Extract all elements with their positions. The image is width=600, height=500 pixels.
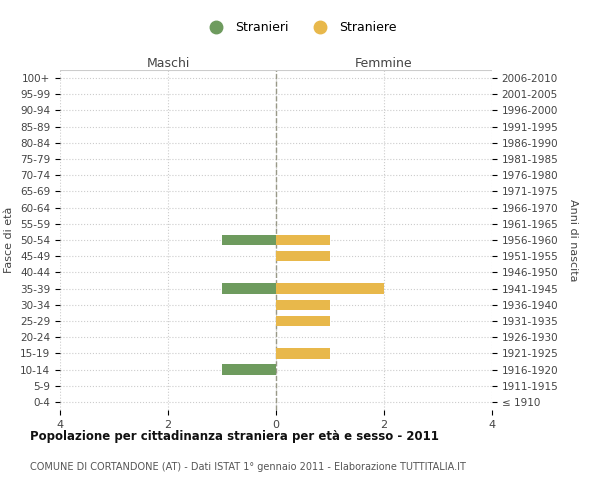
Bar bbox=[276, 284, 384, 294]
Bar bbox=[276, 300, 330, 310]
Bar bbox=[276, 251, 330, 262]
Y-axis label: Fasce di età: Fasce di età bbox=[4, 207, 14, 273]
Text: COMUNE DI CORTANDONE (AT) - Dati ISTAT 1° gennaio 2011 - Elaborazione TUTTITALIA: COMUNE DI CORTANDONE (AT) - Dati ISTAT 1… bbox=[30, 462, 466, 472]
Bar bbox=[276, 348, 330, 358]
Bar bbox=[276, 234, 330, 246]
Text: Maschi: Maschi bbox=[146, 57, 190, 70]
Bar bbox=[222, 234, 276, 246]
Text: Popolazione per cittadinanza straniera per età e sesso - 2011: Popolazione per cittadinanza straniera p… bbox=[30, 430, 439, 443]
Bar bbox=[222, 364, 276, 375]
Bar bbox=[222, 284, 276, 294]
Text: Femmine: Femmine bbox=[355, 57, 413, 70]
Legend: Stranieri, Straniere: Stranieri, Straniere bbox=[199, 16, 401, 40]
Bar bbox=[276, 316, 330, 326]
Y-axis label: Anni di nascita: Anni di nascita bbox=[568, 198, 578, 281]
